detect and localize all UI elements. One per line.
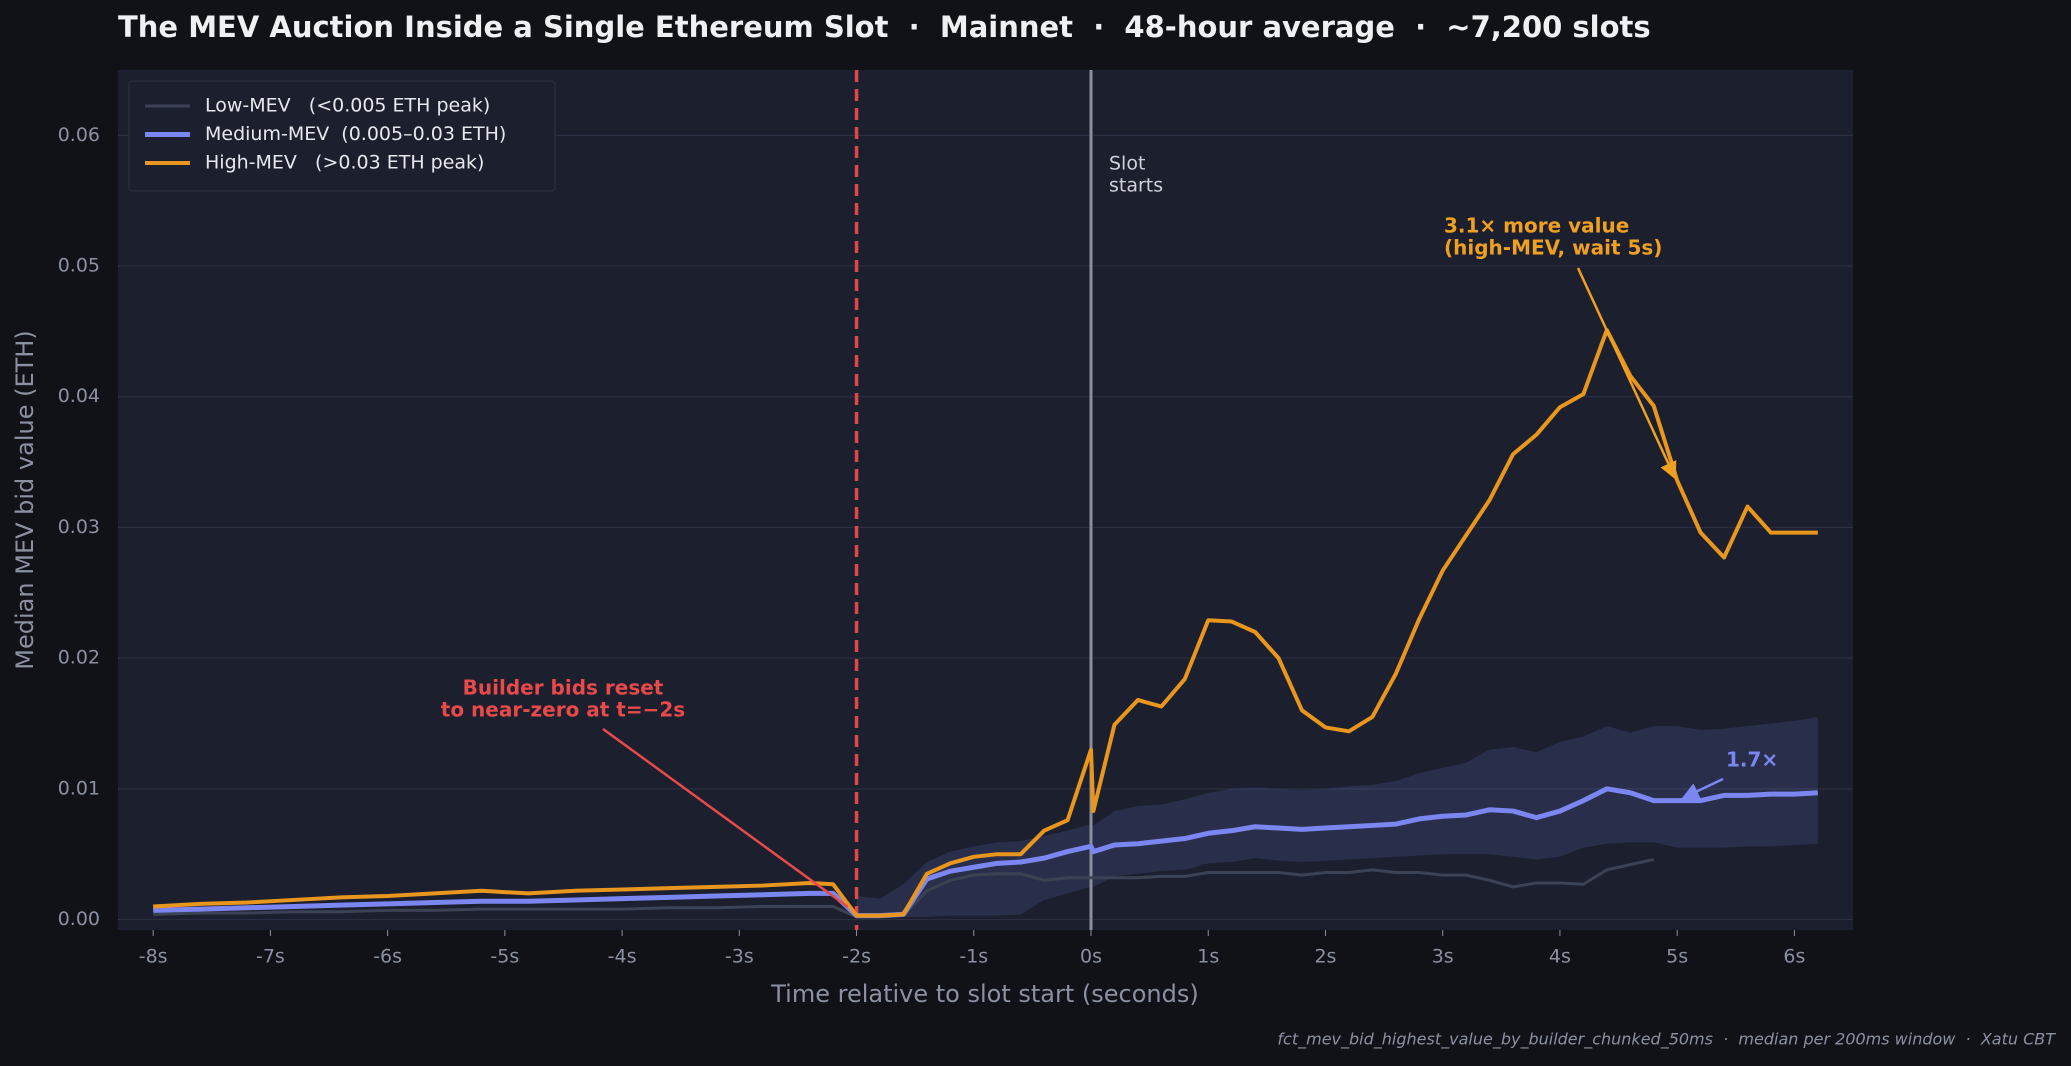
annotation: Builder bids reset xyxy=(463,676,664,700)
y-axis-label: Median MEV bid value (ETH) xyxy=(11,330,39,669)
legend-label: Low-MEV (<0.005 ETH peak) xyxy=(205,95,490,117)
annotation-arrow xyxy=(602,727,849,909)
x-tick-label: -4s xyxy=(608,946,637,968)
x-tick-label: -1s xyxy=(959,946,988,968)
grid xyxy=(118,134,1853,921)
annotation-arrow xyxy=(1576,267,1677,480)
plot-area xyxy=(118,70,1853,930)
annotation: 1.7× xyxy=(1726,748,1778,772)
x-tick-label: -6s xyxy=(373,946,402,968)
legend: Low-MEV (<0.005 ETH peak) Medium-MEV (0.0… xyxy=(128,80,556,192)
annotation: 3.1× more value xyxy=(1444,214,1629,238)
series-line xyxy=(153,328,1818,918)
x-tick-label: -5s xyxy=(490,946,519,968)
legend-label: High-MEV (>0.03 ETH peak) xyxy=(205,152,484,174)
x-tick-label: 1s xyxy=(1197,946,1219,968)
band xyxy=(856,716,1818,919)
legend-label: Medium-MEV (0.005–0.03 ETH) xyxy=(205,123,506,145)
y-tick-label: 0.04 xyxy=(58,385,100,407)
series-line xyxy=(153,857,1655,919)
x-tick-label: -3s xyxy=(725,946,754,968)
series-line xyxy=(153,786,1818,919)
x-tick-label: 0s xyxy=(1080,946,1102,968)
x-tick-label: -8s xyxy=(139,946,168,968)
plot-layer xyxy=(153,70,1818,930)
x-tick-label: 3s xyxy=(1432,946,1454,968)
annotation: to near-zero at t=−2s xyxy=(441,698,685,722)
annotation: Slot xyxy=(1109,153,1145,175)
x-tick-label: 5s xyxy=(1666,946,1688,968)
x-tick-label: -2s xyxy=(842,946,871,968)
annotation: (high-MEV, wait 5s) xyxy=(1444,236,1662,260)
legend-box xyxy=(128,80,556,192)
x-tick-label: 2s xyxy=(1314,946,1336,968)
x-tick-label: 4s xyxy=(1549,946,1571,968)
x-axis-label: Time relative to slot start (seconds) xyxy=(770,980,1199,1008)
annotation: starts xyxy=(1109,175,1163,197)
y-tick-label: 0.06 xyxy=(58,124,100,146)
footer: fct_mev_bid_highest_value_by_builder_chu… xyxy=(1277,1030,2056,1050)
y-tick-label: 0.03 xyxy=(58,516,100,538)
y-tick-label: 0.01 xyxy=(58,777,100,799)
annotation-arrow xyxy=(1681,777,1724,800)
chart-title: The MEV Auction Inside a Single Ethereum… xyxy=(118,10,1651,44)
x-tick-label: -7s xyxy=(256,946,285,968)
y-tick-label: 0.00 xyxy=(58,908,100,930)
y-tick-label: 0.05 xyxy=(58,255,100,277)
y-tick-label: 0.02 xyxy=(58,647,100,669)
x-tick-label: 6s xyxy=(1783,946,1805,968)
